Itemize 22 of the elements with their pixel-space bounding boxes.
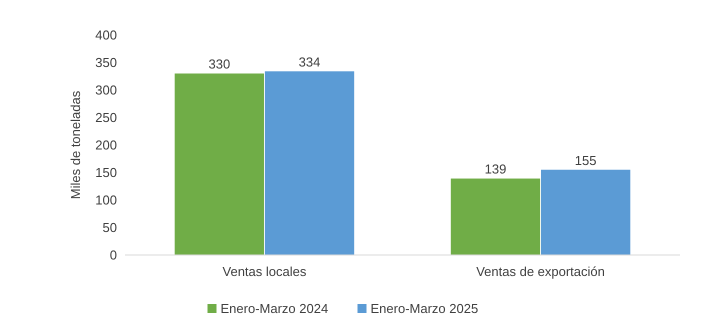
x-tick-label: Ventas locales: [222, 264, 307, 279]
legend-label: Enero-Marzo 2024: [220, 301, 328, 316]
x-tick-label: Ventas de exportación: [476, 264, 605, 279]
data-label: 330: [208, 56, 230, 72]
y-tick-label: 0: [110, 248, 117, 263]
legend-label: Enero-Marzo 2025: [370, 301, 478, 316]
data-label: 155: [574, 152, 597, 168]
y-tick-label: 250: [95, 110, 117, 126]
data-label: 334: [298, 54, 320, 70]
bar: [264, 71, 354, 255]
y-tick-label: 350: [95, 55, 117, 70]
y-tick-label: 150: [95, 165, 117, 180]
y-axis-title: Miles de toneladas: [68, 90, 83, 200]
data-label: 139: [484, 162, 506, 177]
bar: [541, 170, 630, 255]
bar: [174, 74, 264, 255]
y-tick-label: 100: [95, 192, 117, 208]
bar: [450, 178, 540, 255]
y-tick-label: 200: [95, 138, 117, 153]
y-tick-label: 400: [95, 28, 117, 43]
y-tick-label: 50: [102, 220, 117, 236]
y-tick-label: 300: [95, 82, 117, 98]
